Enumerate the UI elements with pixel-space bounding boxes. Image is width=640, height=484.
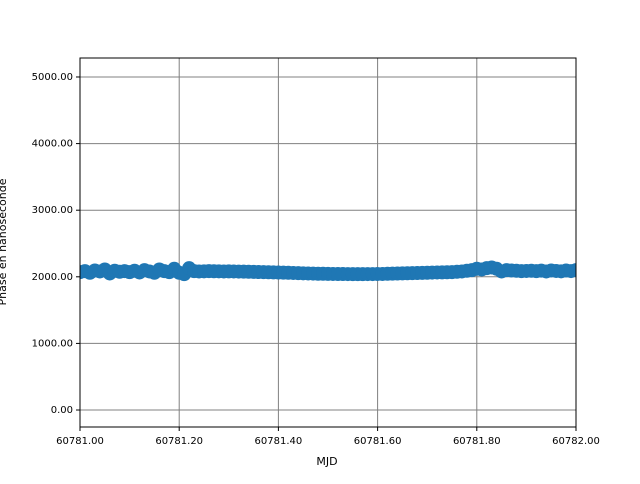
plot-area <box>80 260 576 282</box>
x-tick-label: 60781.40 <box>255 436 303 447</box>
y-tick-label: 5000.00 <box>32 72 73 83</box>
y-tick-label: 0.00 <box>51 405 73 416</box>
y-tick-label: 1000.00 <box>32 338 73 349</box>
y-tick-label: 2000.00 <box>32 272 73 283</box>
x-tick-label: 60781.20 <box>155 436 203 447</box>
y-tick-label: 4000.00 <box>32 139 73 150</box>
x-tick-label: 60782.00 <box>552 436 600 447</box>
x-tick-label: 60781.60 <box>354 436 402 447</box>
y-tick-label: 3000.00 <box>32 205 73 216</box>
x-tick-label: 60781.00 <box>56 436 104 447</box>
axes-frame <box>79 57 577 428</box>
x-tick-label: 60781.80 <box>453 436 501 447</box>
x-axis-label: MJD <box>316 455 337 468</box>
point <box>569 263 576 278</box>
y-axis-label: Phase en nanoseconde <box>0 178 9 305</box>
